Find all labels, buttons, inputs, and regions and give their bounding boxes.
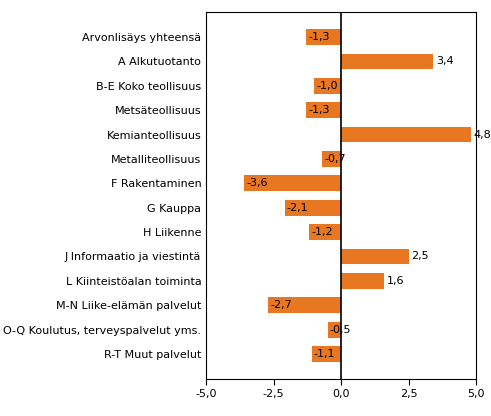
Bar bbox=[244, 176, 341, 191]
Text: -0,5: -0,5 bbox=[330, 324, 352, 334]
Bar bbox=[309, 224, 341, 240]
Text: -1,3: -1,3 bbox=[308, 32, 330, 42]
Text: 4,8: 4,8 bbox=[473, 129, 491, 139]
Text: -1,1: -1,1 bbox=[314, 349, 335, 359]
Text: -3,6: -3,6 bbox=[246, 178, 268, 188]
Text: -1,0: -1,0 bbox=[316, 81, 338, 91]
Text: 1,6: 1,6 bbox=[387, 276, 405, 286]
Text: 2,5: 2,5 bbox=[411, 252, 429, 262]
Text: -2,7: -2,7 bbox=[271, 300, 292, 310]
Text: -1,3: -1,3 bbox=[308, 105, 330, 115]
Bar bbox=[341, 126, 471, 143]
Bar bbox=[341, 273, 384, 289]
Bar bbox=[284, 200, 341, 215]
Bar bbox=[341, 54, 433, 69]
Bar bbox=[268, 297, 341, 313]
Bar bbox=[306, 102, 341, 118]
Bar bbox=[341, 248, 409, 265]
Bar bbox=[314, 78, 341, 94]
Text: -2,1: -2,1 bbox=[287, 203, 308, 213]
Text: -0,7: -0,7 bbox=[325, 154, 346, 164]
Text: -1,2: -1,2 bbox=[311, 227, 332, 237]
Text: 3,4: 3,4 bbox=[436, 57, 453, 67]
Bar bbox=[311, 346, 341, 362]
Bar bbox=[306, 29, 341, 45]
Bar bbox=[322, 151, 341, 167]
Bar bbox=[328, 322, 341, 337]
